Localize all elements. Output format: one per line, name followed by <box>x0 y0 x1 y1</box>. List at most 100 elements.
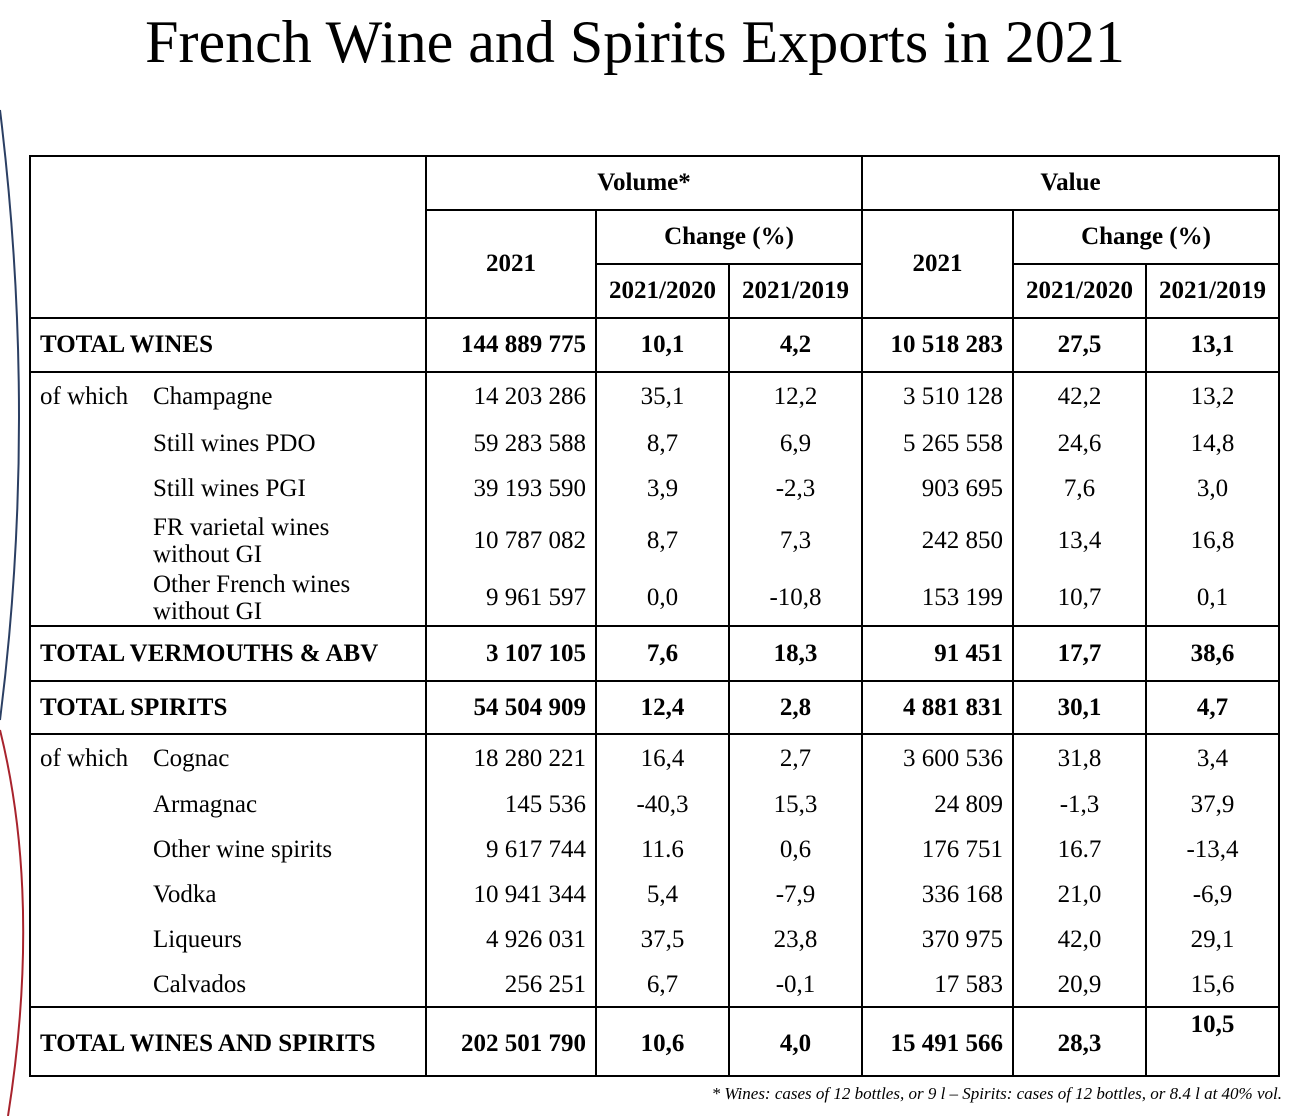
row-label: Calvados <box>29 963 427 1007</box>
value-change-2020: -1,3 <box>1013 782 1147 827</box>
exports-table: Volume* Value 2021 Change (%) 2021 Chang… <box>29 155 1281 1077</box>
value-2021: 5 265 558 <box>862 421 1014 466</box>
volume-change-2020: 0,0 <box>596 570 730 626</box>
table-row-still-pgi: Still wines PGI 39 193 590 3,9 -2,3 903 … <box>29 466 1281 512</box>
volume-change-2020: 35,1 <box>596 371 730 421</box>
value-2021: 242 850 <box>862 512 1014 570</box>
value-2021: 153 199 <box>862 570 1014 626</box>
sub-label: Vodka <box>153 880 217 908</box>
row-label: TOTAL WINES AND SPIRITS <box>29 1006 427 1077</box>
value-change-2020: 10,7 <box>1013 570 1147 626</box>
row-label: Armagnac <box>29 782 427 827</box>
volume-change-2019: 12,2 <box>729 371 863 421</box>
volume-2021: 9 617 744 <box>426 827 597 872</box>
row-label: Still wines PDO <box>29 421 427 466</box>
volume-2021-2020-header: 2021/2020 <box>595 263 730 319</box>
volume-change-2019: 2,8 <box>728 680 863 735</box>
value-change-2019: 13,2 <box>1146 371 1281 421</box>
value-change-2020: 20,9 <box>1013 963 1147 1007</box>
value-change-2020: 13,4 <box>1013 512 1147 570</box>
value-change-2020: 21,0 <box>1013 872 1147 917</box>
volume-change-2020: 3,9 <box>596 466 730 512</box>
volume-change-2020: 5,4 <box>596 872 730 917</box>
row-label: Other French wines without GI <box>29 570 427 626</box>
table-row-total-wines: TOTAL WINES 144 889 775 10,1 4,2 10 518 … <box>29 317 1281 373</box>
value-change-2020: 42,0 <box>1013 917 1147 963</box>
volume-2021: 4 926 031 <box>426 917 597 963</box>
value-change-2019: 4,7 <box>1144 680 1281 735</box>
value-change-2019: 3,0 <box>1146 466 1281 512</box>
value-change-2020: 24,6 <box>1013 421 1147 466</box>
value-change-2019: 10,5 <box>1144 1006 1281 1077</box>
sub-label: Armagnac <box>153 790 258 818</box>
table-row-cognac: of which Cognac 18 280 221 16,4 2,7 3 600… <box>29 733 1281 782</box>
value-change-2019: 14,8 <box>1146 421 1281 466</box>
sub-label: Liqueurs <box>153 926 242 953</box>
table-row-other-wine-spirits: Other wine spirits 9 617 744 11.6 0,6 17… <box>29 827 1281 872</box>
value-change-2020: 16.7 <box>1013 827 1147 872</box>
volume-2021-2019-header: 2021/2019 <box>728 263 863 319</box>
table-row-total-vermouths: TOTAL VERMOUTHS & ABV 3 107 105 7,6 18,3… <box>29 625 1281 682</box>
row-label: Still wines PGI <box>29 466 427 512</box>
value-2021: 4 881 831 <box>861 680 1014 735</box>
value-change-2019: 0,1 <box>1146 570 1281 626</box>
value-change-2019: 13,1 <box>1144 317 1281 373</box>
of-which-label: of which <box>40 744 129 772</box>
value-change-2020: 27,5 <box>1012 317 1147 373</box>
volume-change-2020: 8,7 <box>596 512 730 570</box>
value-change-header: Change (%) <box>1011 209 1281 265</box>
volume-2021: 145 536 <box>426 782 597 827</box>
sub-label: Still wines PGI <box>153 475 306 502</box>
of-which-label: of which <box>40 383 129 410</box>
volume-2021: 14 203 286 <box>426 371 597 421</box>
table-row-other-french: Other French wines without GI 9 961 597 … <box>29 570 1281 626</box>
table-row-total-wines-and-spirits: TOTAL WINES AND SPIRITS 202 501 790 10,6… <box>29 1006 1281 1077</box>
blue-arc <box>0 109 20 721</box>
volume-change-2020: 12,4 <box>595 680 730 735</box>
volume-header: Volume* <box>425 155 863 211</box>
value-change-2020: 28,3 <box>1012 1006 1147 1077</box>
volume-2021: 3 107 105 <box>425 625 597 682</box>
table-row-vodka: Vodka 10 941 344 5,4 -7,9 336 168 21,0 -… <box>29 872 1281 917</box>
red-arc <box>0 729 25 1116</box>
volume-2021: 144 889 775 <box>425 317 597 373</box>
value-2021: 336 168 <box>862 872 1014 917</box>
volume-change-2020: 16,4 <box>596 733 730 782</box>
volume-change-2019: 4,2 <box>728 317 863 373</box>
value-2021-2019-header: 2021/2019 <box>1144 263 1281 319</box>
volume-2021: 9 961 597 <box>426 570 597 626</box>
value-2021: 15 491 566 <box>861 1006 1014 1077</box>
volume-change-2020: -40,3 <box>596 782 730 827</box>
value-change-2019: 29,1 <box>1146 917 1281 963</box>
table-row-total-spirits: TOTAL SPIRITS 54 504 909 12,4 2,8 4 881 … <box>29 680 1281 735</box>
volume-change-2019: -10,8 <box>729 570 863 626</box>
sub-label: Still wines PDO <box>153 429 316 457</box>
volume-change-2019: 6,9 <box>729 421 863 466</box>
header-blank-cell <box>29 155 427 319</box>
value-change-2020: 17,7 <box>1012 625 1147 682</box>
row-label: TOTAL SPIRITS <box>29 680 427 735</box>
row-label: of which Cognac <box>29 733 427 782</box>
table-row-armagnac: Armagnac 145 536 -40,3 15,3 24 809 -1,3 … <box>29 782 1281 827</box>
value-header: Value <box>860 155 1281 211</box>
sub-label: Calvados <box>153 970 247 998</box>
row-label: of which Champagne <box>29 371 427 421</box>
volume-change-2019: 4,0 <box>728 1006 863 1077</box>
value-2021: 176 751 <box>862 827 1014 872</box>
volume-change-2020: 10,1 <box>595 317 730 373</box>
value-change-2019: 38,6 <box>1144 625 1281 682</box>
value-change-2020: 30,1 <box>1012 680 1147 735</box>
row-label: TOTAL VERMOUTHS & ABV <box>29 625 427 682</box>
sub-label: FR varietal wines without GI <box>153 514 330 568</box>
value-change-2020: 42,2 <box>1013 371 1147 421</box>
row-label: Other wine spirits <box>29 827 427 872</box>
value-2021: 3 600 536 <box>862 733 1014 782</box>
sub-label: Other wine spirits <box>153 835 333 863</box>
volume-2021: 39 193 590 <box>426 466 597 512</box>
table-row-champagne: of which Champagne 14 203 286 35,1 12,2 3… <box>29 371 1281 421</box>
volume-change-2020: 10,6 <box>595 1006 730 1077</box>
volume-change-2019: 7,3 <box>729 512 863 570</box>
sub-label: Other French wines without GI <box>153 570 351 625</box>
value-change-2020: 7,6 <box>1013 466 1147 512</box>
row-label: TOTAL WINES <box>29 317 427 373</box>
